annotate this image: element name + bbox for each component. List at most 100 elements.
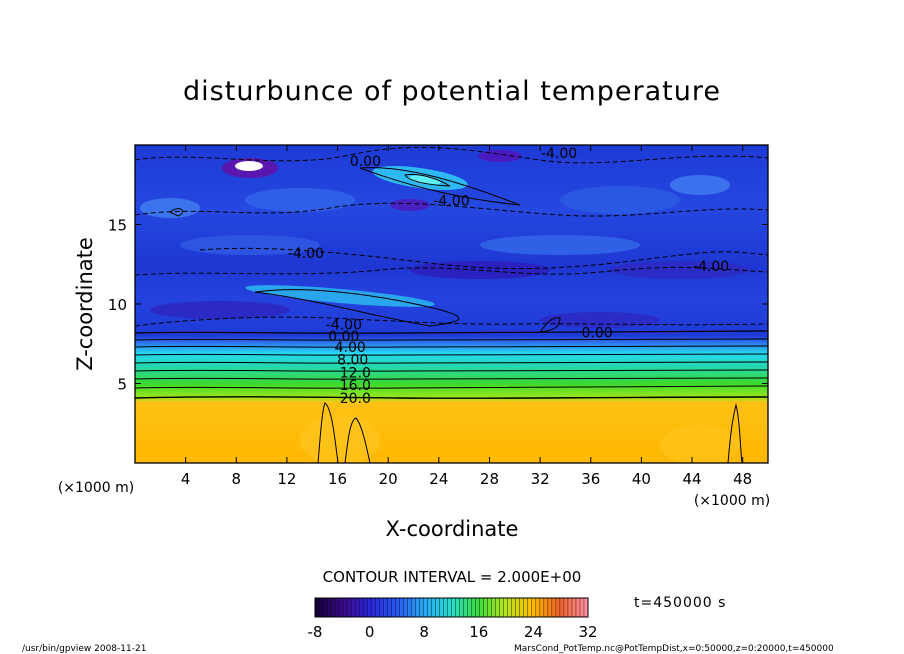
colorbar-cell	[343, 598, 348, 617]
colorbar-cell	[551, 598, 557, 617]
colorbar-cell	[583, 598, 589, 617]
colorbar	[314, 597, 589, 618]
colorbar-cell	[535, 598, 541, 617]
x-tick-label: 12	[277, 470, 296, 488]
colorbar-cell	[439, 598, 444, 617]
colorbar-cell	[575, 598, 581, 617]
colorbar-cell	[371, 598, 376, 617]
y-tick-label: 10	[108, 296, 127, 314]
colorbar-cell	[379, 598, 384, 617]
colorbar-cell	[503, 598, 509, 617]
colorbar-cell	[387, 598, 392, 617]
x-tick-label: 16	[328, 470, 347, 488]
contour-label: -4.00	[433, 194, 469, 210]
x-tick-label: 40	[632, 470, 651, 488]
colorbar-cell	[579, 598, 585, 617]
colorbar-cell	[555, 598, 561, 617]
colorbar-tick-label: 24	[524, 623, 543, 641]
colorbar-cell	[435, 598, 440, 617]
colorbar-cell	[547, 598, 553, 617]
contour-label: -4.00	[693, 259, 729, 275]
colorbar-cell	[571, 598, 577, 617]
colorbar-cell	[507, 598, 513, 617]
colorbar-cell	[415, 598, 420, 617]
colorbar-cell	[383, 598, 388, 617]
colorbar-cell	[467, 598, 472, 617]
colorbar-cell	[523, 598, 529, 617]
x-tick-label: 32	[531, 470, 550, 488]
colorbar-tick-label: 16	[469, 623, 488, 641]
time-label: t=450000 s	[634, 595, 727, 611]
colorbar-cell	[367, 598, 372, 617]
colorbar-cell	[511, 598, 517, 617]
colorbar-cell	[463, 598, 468, 617]
x-axis-ticks: 4 8 12 16 20 24 28 32 36 40 44 48	[181, 145, 752, 488]
colorbar-tick-label: 0	[365, 623, 375, 641]
contour-label: 0.00	[328, 329, 359, 345]
contour-label: 4.00	[335, 340, 366, 356]
colorbar-cell	[495, 598, 500, 617]
contour-label: -4.00	[288, 246, 324, 262]
contour-lines	[135, 146, 768, 463]
contour-label: -4.00	[541, 146, 577, 162]
colorbar-cell	[399, 598, 404, 617]
x-tick-label: 4	[181, 470, 191, 488]
colorbar-cell	[347, 598, 352, 617]
colorbar-tick-label: -8	[308, 623, 323, 641]
footer-right: MarsCond_PotTemp.nc@PotTempDist,x=0:5000…	[514, 644, 834, 654]
colorbar-cell	[455, 598, 460, 617]
colorbar-cell	[319, 598, 324, 617]
colorbar-cell	[331, 598, 336, 617]
colorbar-cell	[335, 598, 340, 617]
y-tick-label: 15	[108, 217, 127, 235]
x-unit-right: (×1000 m)	[694, 493, 770, 509]
colorbar-cell	[359, 598, 364, 617]
colorbar-cell	[483, 598, 488, 617]
contour-interval-label: CONTOUR INTERVAL = 2.000E+00	[322, 568, 582, 586]
x-tick-label: 36	[581, 470, 600, 488]
x-tick-label: 44	[682, 470, 701, 488]
contour-label: 20.0	[340, 391, 371, 407]
contour-label: -4.00	[326, 318, 362, 334]
colorbar-frame	[314, 597, 589, 618]
colorbar-cell	[355, 598, 360, 617]
colorbar-cell	[395, 598, 400, 617]
colorbar-cell	[443, 598, 448, 617]
x-tick-label: 28	[480, 470, 499, 488]
colorbar-cell	[487, 598, 492, 617]
contour-label: 12.0	[340, 365, 371, 381]
colorbar-cell	[527, 598, 533, 617]
colorbar-cell	[391, 598, 396, 617]
colorbar-cell	[515, 598, 521, 617]
x-tick-label: 48	[733, 470, 752, 488]
chart-title: disturbunce of potential temperature	[183, 76, 721, 107]
colorbar-cell	[447, 598, 452, 617]
contour-label: 0.00	[350, 154, 381, 170]
x-tick-label: 8	[232, 470, 242, 488]
colorbar-cell	[491, 598, 496, 617]
colorbar-cell	[539, 598, 545, 617]
colorbar-cell	[403, 598, 408, 617]
colorbar-cell	[499, 598, 504, 617]
colorbar-cell	[475, 598, 480, 617]
colorbar-cell	[559, 598, 565, 617]
colorbar-cell	[459, 598, 464, 617]
colorbar-tick-label: 8	[419, 623, 429, 641]
colorbar-cell	[407, 598, 412, 617]
colorbar-tick-label: 32	[578, 623, 597, 641]
footer-left: /usr/bin/gpview 2008-11-21	[22, 644, 147, 654]
x-tick-label: 24	[429, 470, 448, 488]
colorbar-cell	[531, 598, 537, 617]
colorbar-cell	[323, 598, 328, 617]
colorbar-cell	[339, 598, 344, 617]
colorbar-cell	[479, 598, 484, 617]
colorbar-cell	[363, 598, 368, 617]
colorbar-cell	[543, 598, 549, 617]
colorbar-cell	[351, 598, 356, 617]
colorbar-cell	[431, 598, 436, 617]
x-unit-left: (×1000 m)	[58, 480, 134, 496]
x-tick-label: 20	[379, 470, 398, 488]
y-axis-label: Z-coordinate	[73, 237, 97, 371]
colorbar-cell	[471, 598, 476, 617]
